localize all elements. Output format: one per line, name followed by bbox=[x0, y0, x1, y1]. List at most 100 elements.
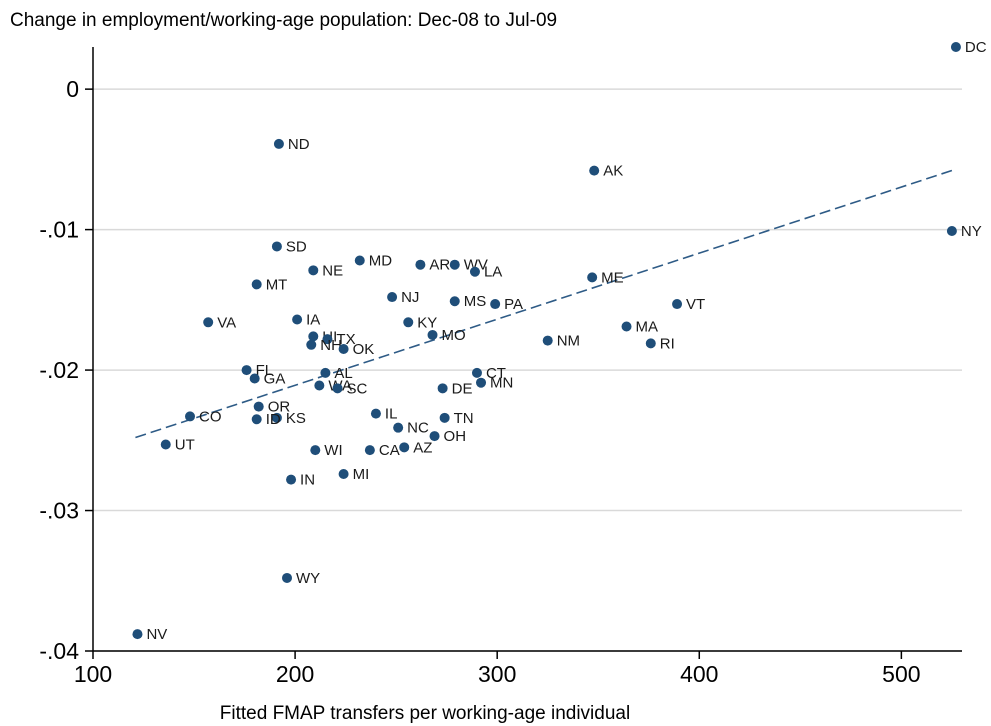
data-point-sd bbox=[271, 241, 282, 252]
point-label-de: DE bbox=[452, 380, 473, 397]
data-point-co bbox=[185, 411, 196, 422]
data-point-wv bbox=[449, 259, 460, 270]
data-point-ne bbox=[308, 265, 319, 276]
data-point-ga bbox=[249, 373, 260, 384]
point-label-tx: TX bbox=[336, 331, 355, 348]
data-point-ky bbox=[403, 317, 414, 328]
data-point-ny bbox=[946, 226, 957, 237]
point-label-nc: NC bbox=[407, 420, 429, 437]
data-point-mn bbox=[476, 377, 487, 388]
data-point-nd bbox=[273, 138, 284, 149]
point-label-il: IL bbox=[385, 406, 398, 423]
point-label-nm: NM bbox=[557, 333, 580, 350]
point-label-va: VA bbox=[217, 314, 236, 331]
point-label-oh: OH bbox=[444, 428, 467, 445]
data-point-nh bbox=[306, 339, 317, 350]
point-label-mn: MN bbox=[490, 375, 513, 392]
point-label-az: AZ bbox=[413, 439, 432, 456]
point-label-wv: WV bbox=[464, 257, 488, 274]
y-tick-label: -.04 bbox=[39, 638, 79, 664]
data-point-la bbox=[469, 266, 480, 277]
data-point-wa bbox=[314, 380, 325, 391]
x-tick-label: 300 bbox=[478, 661, 516, 687]
point-label-nv: NV bbox=[146, 626, 167, 643]
point-label-ct: CT bbox=[486, 365, 506, 382]
data-point-nc bbox=[393, 422, 404, 433]
point-label-ne: NE bbox=[322, 262, 343, 279]
data-point-ks bbox=[271, 412, 282, 423]
point-label-ri: RI bbox=[660, 335, 675, 352]
data-point-mt bbox=[251, 279, 262, 290]
x-axis-title: Fitted FMAP transfers per working-age in… bbox=[220, 703, 630, 724]
data-point-in bbox=[286, 474, 297, 485]
point-label-fl: FL bbox=[256, 362, 274, 379]
point-label-nh: NH bbox=[320, 337, 342, 354]
point-label-ky: KY bbox=[417, 314, 437, 331]
data-point-il bbox=[370, 408, 381, 419]
point-label-wi: WI bbox=[324, 442, 342, 459]
point-label-mt: MT bbox=[266, 276, 288, 293]
data-point-al bbox=[320, 367, 331, 378]
data-point-nm bbox=[542, 335, 553, 346]
data-point-hi bbox=[308, 331, 319, 342]
data-points: DC ND AK NY SD MD AR WV NE LA ME MT NJ MS PA VT VA IA KY MA… bbox=[132, 39, 987, 643]
point-label-vt: VT bbox=[686, 296, 705, 313]
data-point-md bbox=[354, 255, 365, 266]
point-label-in: IN bbox=[300, 472, 315, 489]
point-label-id: ID bbox=[266, 411, 281, 428]
point-label-ms: MS bbox=[464, 293, 487, 310]
y-tick-label: -.02 bbox=[39, 357, 79, 383]
point-label-me: ME bbox=[601, 269, 624, 286]
data-point-ak bbox=[589, 165, 600, 176]
data-point-fl bbox=[241, 365, 252, 376]
point-label-mo: MO bbox=[442, 327, 466, 344]
point-label-ks: KS bbox=[286, 410, 306, 427]
data-point-nv bbox=[132, 629, 143, 640]
point-label-md: MD bbox=[369, 253, 392, 270]
data-point-oh bbox=[429, 431, 440, 442]
data-point-ma bbox=[621, 321, 632, 332]
point-label-sc: SC bbox=[347, 380, 368, 397]
data-point-me bbox=[587, 272, 598, 283]
point-label-ma: MA bbox=[636, 319, 659, 336]
point-label-dc: DC bbox=[965, 39, 987, 56]
x-tick-label: 100 bbox=[74, 661, 112, 687]
data-point-de bbox=[437, 383, 448, 394]
data-point-sc bbox=[332, 383, 343, 394]
gridlines bbox=[93, 88, 962, 652]
point-label-ia: IA bbox=[306, 312, 320, 329]
data-point-ri bbox=[645, 338, 656, 349]
fit-line-layer bbox=[135, 168, 957, 439]
point-label-ny: NY bbox=[961, 223, 982, 240]
point-label-wy: WY bbox=[296, 570, 320, 587]
data-point-dc bbox=[950, 42, 961, 52]
data-point-ia bbox=[292, 314, 303, 325]
point-label-pa: PA bbox=[504, 296, 523, 313]
point-label-mi: MI bbox=[353, 466, 370, 483]
point-label-ut: UT bbox=[175, 437, 195, 454]
y-tick-label: -.03 bbox=[39, 498, 79, 524]
data-point-pa bbox=[490, 299, 501, 310]
y-tick-label: -.01 bbox=[39, 217, 79, 243]
x-tick-label: 200 bbox=[276, 661, 314, 687]
chart-title: Change in employment/working-age populat… bbox=[10, 10, 557, 31]
data-point-ct bbox=[471, 367, 482, 378]
point-label-or: OR bbox=[268, 399, 291, 416]
data-point-ut bbox=[160, 439, 171, 450]
data-point-ca bbox=[364, 445, 375, 456]
point-label-ok: OK bbox=[353, 341, 375, 358]
x-tick-label: 500 bbox=[882, 661, 920, 687]
data-point-mi bbox=[338, 469, 349, 480]
data-point-vt bbox=[672, 299, 683, 310]
point-label-nj: NJ bbox=[401, 289, 419, 306]
point-label-al: AL bbox=[334, 365, 352, 382]
data-point-mo bbox=[427, 329, 438, 340]
fit-line bbox=[135, 168, 957, 439]
data-point-tx bbox=[322, 334, 333, 345]
data-point-ok bbox=[338, 344, 349, 354]
data-point-id bbox=[251, 414, 262, 425]
data-point-ar bbox=[415, 259, 426, 270]
data-point-tn bbox=[439, 412, 450, 423]
